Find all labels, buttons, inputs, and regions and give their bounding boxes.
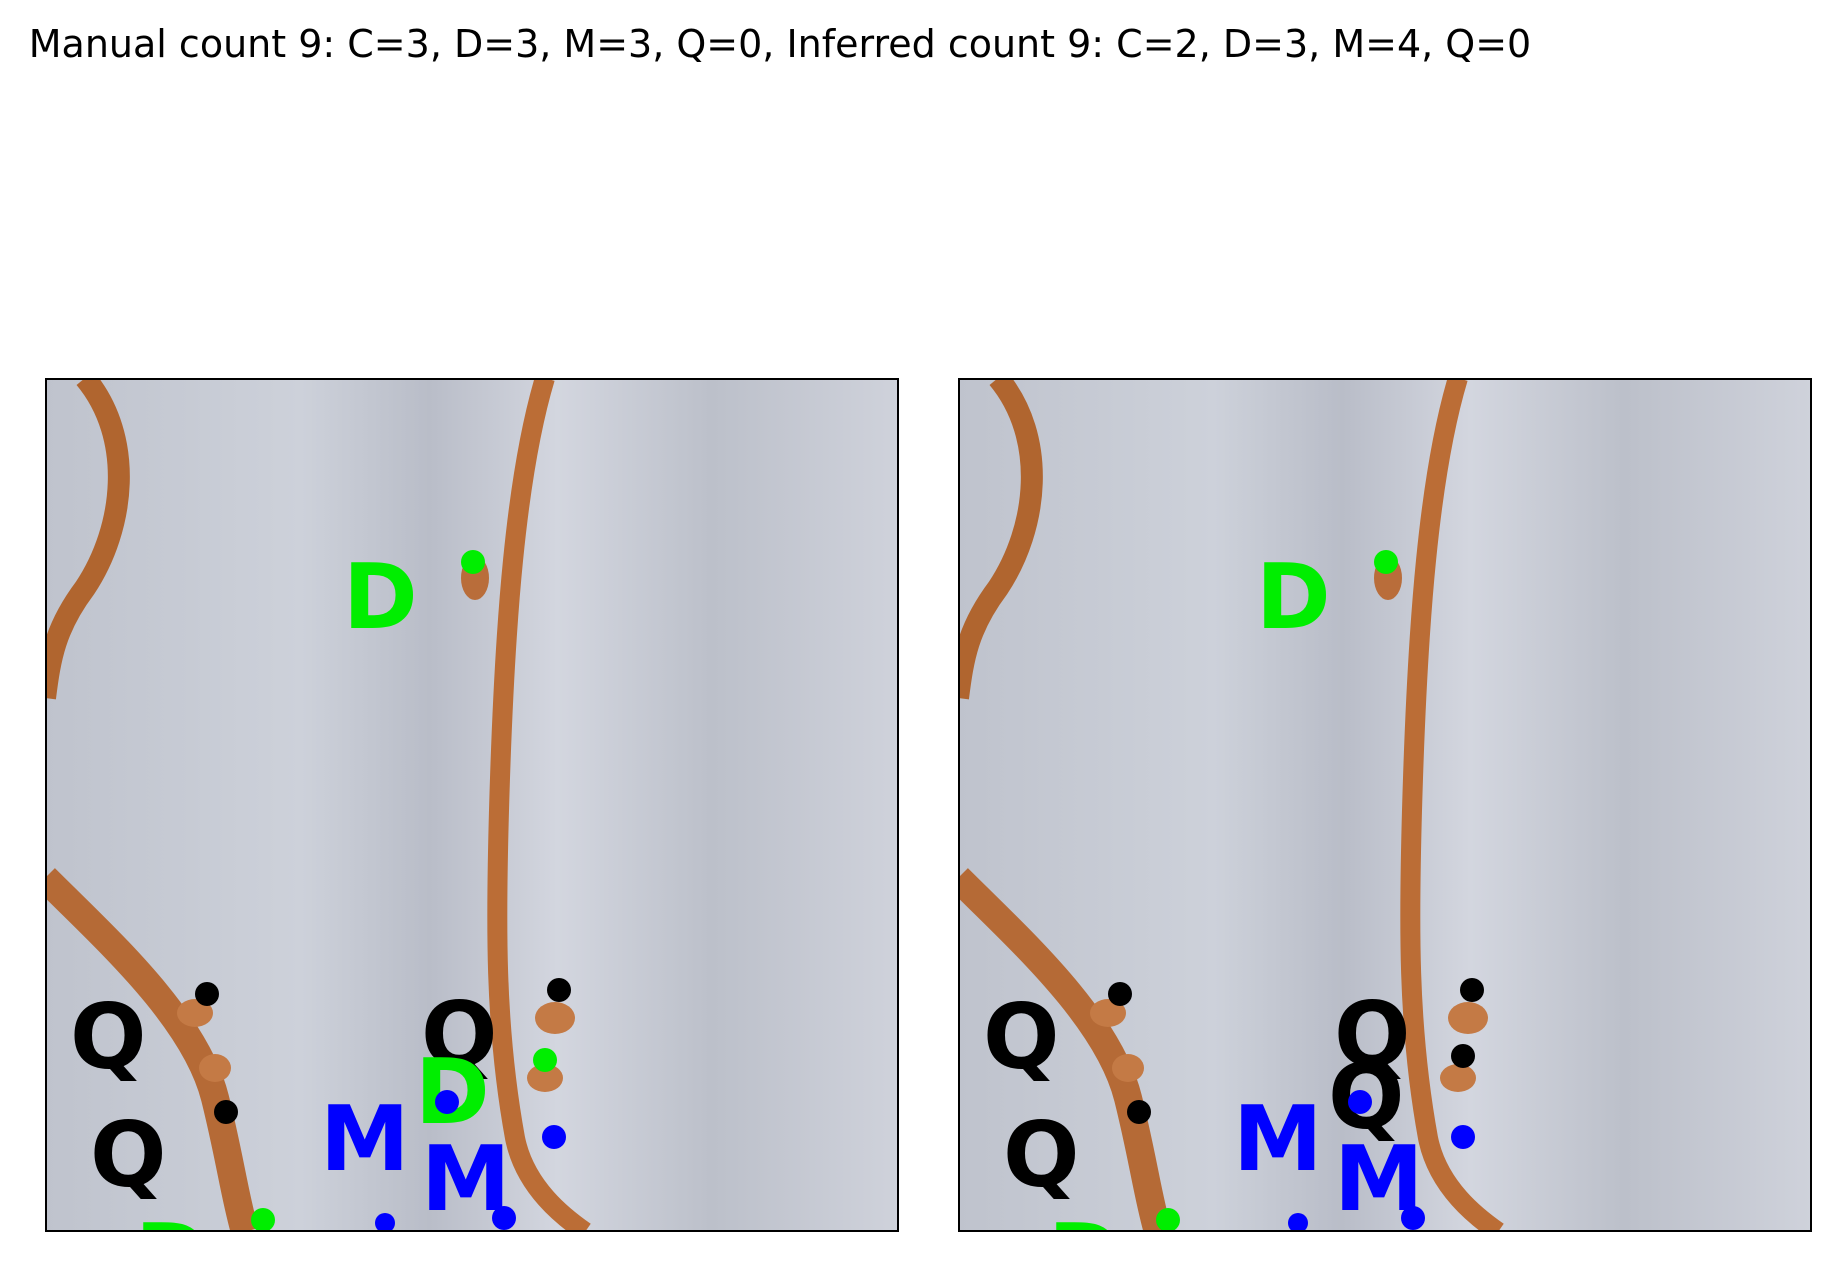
bud bbox=[527, 1064, 563, 1092]
bud bbox=[177, 999, 213, 1027]
bud bbox=[199, 1054, 231, 1082]
stem-main bbox=[487, 378, 591, 1232]
marker-dot bbox=[1127, 1100, 1151, 1124]
marker-dot bbox=[1288, 1213, 1308, 1232]
marker-dot bbox=[1108, 982, 1132, 1006]
marker-label: Q bbox=[90, 1103, 167, 1208]
marker-dot bbox=[1374, 550, 1398, 574]
marker-label: D bbox=[343, 545, 418, 650]
figure-title: Manual count 9: C=3, D=3, M=3, Q=0, Infe… bbox=[28, 22, 1532, 66]
photo-background bbox=[958, 378, 1812, 1232]
stem-main bbox=[1400, 378, 1504, 1232]
marker-dot bbox=[492, 1206, 516, 1230]
marker-label: Q bbox=[983, 985, 1060, 1090]
bud bbox=[1448, 1002, 1488, 1034]
marker-dot bbox=[1401, 1206, 1425, 1230]
marker-label: Q bbox=[1003, 1103, 1080, 1208]
marker-label: D bbox=[135, 1205, 210, 1232]
stem-top-left bbox=[45, 378, 130, 700]
marker-label: Q bbox=[421, 983, 498, 1088]
marker-label: M bbox=[1233, 1087, 1323, 1192]
marker-dot bbox=[1460, 978, 1484, 1002]
photo-background bbox=[45, 378, 899, 1232]
inferred-panel: D Q Q Q Q M M D bbox=[958, 378, 1812, 1232]
manual-panel: D Q Q Q D M M D bbox=[45, 378, 899, 1232]
marker-dot bbox=[251, 1208, 275, 1232]
inferred-image: D Q Q Q Q M M D bbox=[958, 378, 1812, 1232]
panel-border bbox=[958, 378, 1812, 1232]
bud bbox=[1090, 999, 1126, 1027]
panel-border bbox=[45, 378, 899, 1232]
bud bbox=[1440, 1064, 1476, 1092]
marker-dot bbox=[542, 1125, 566, 1149]
marker-dot bbox=[1451, 1125, 1475, 1149]
marker-label: Q bbox=[1334, 983, 1411, 1088]
marker-label: Q bbox=[70, 985, 147, 1090]
bud bbox=[1112, 1054, 1144, 1082]
marker-dot bbox=[533, 1048, 557, 1072]
stem-top-left bbox=[958, 378, 1043, 700]
marker-label: M bbox=[320, 1087, 410, 1192]
marker-dot bbox=[214, 1100, 238, 1124]
marker-label: D bbox=[1048, 1205, 1123, 1232]
marker-dot bbox=[195, 982, 219, 1006]
marker-dot bbox=[435, 1090, 459, 1114]
bud bbox=[535, 1002, 575, 1034]
marker-dot bbox=[1348, 1090, 1372, 1114]
marker-dot bbox=[461, 550, 485, 574]
manual-image: D Q Q Q D M M D bbox=[45, 378, 899, 1232]
marker-dot bbox=[375, 1213, 395, 1232]
marker-label: D bbox=[1256, 545, 1331, 650]
marker-dot bbox=[1156, 1208, 1180, 1232]
marker-dot bbox=[547, 978, 571, 1002]
marker-dot bbox=[1451, 1044, 1475, 1068]
